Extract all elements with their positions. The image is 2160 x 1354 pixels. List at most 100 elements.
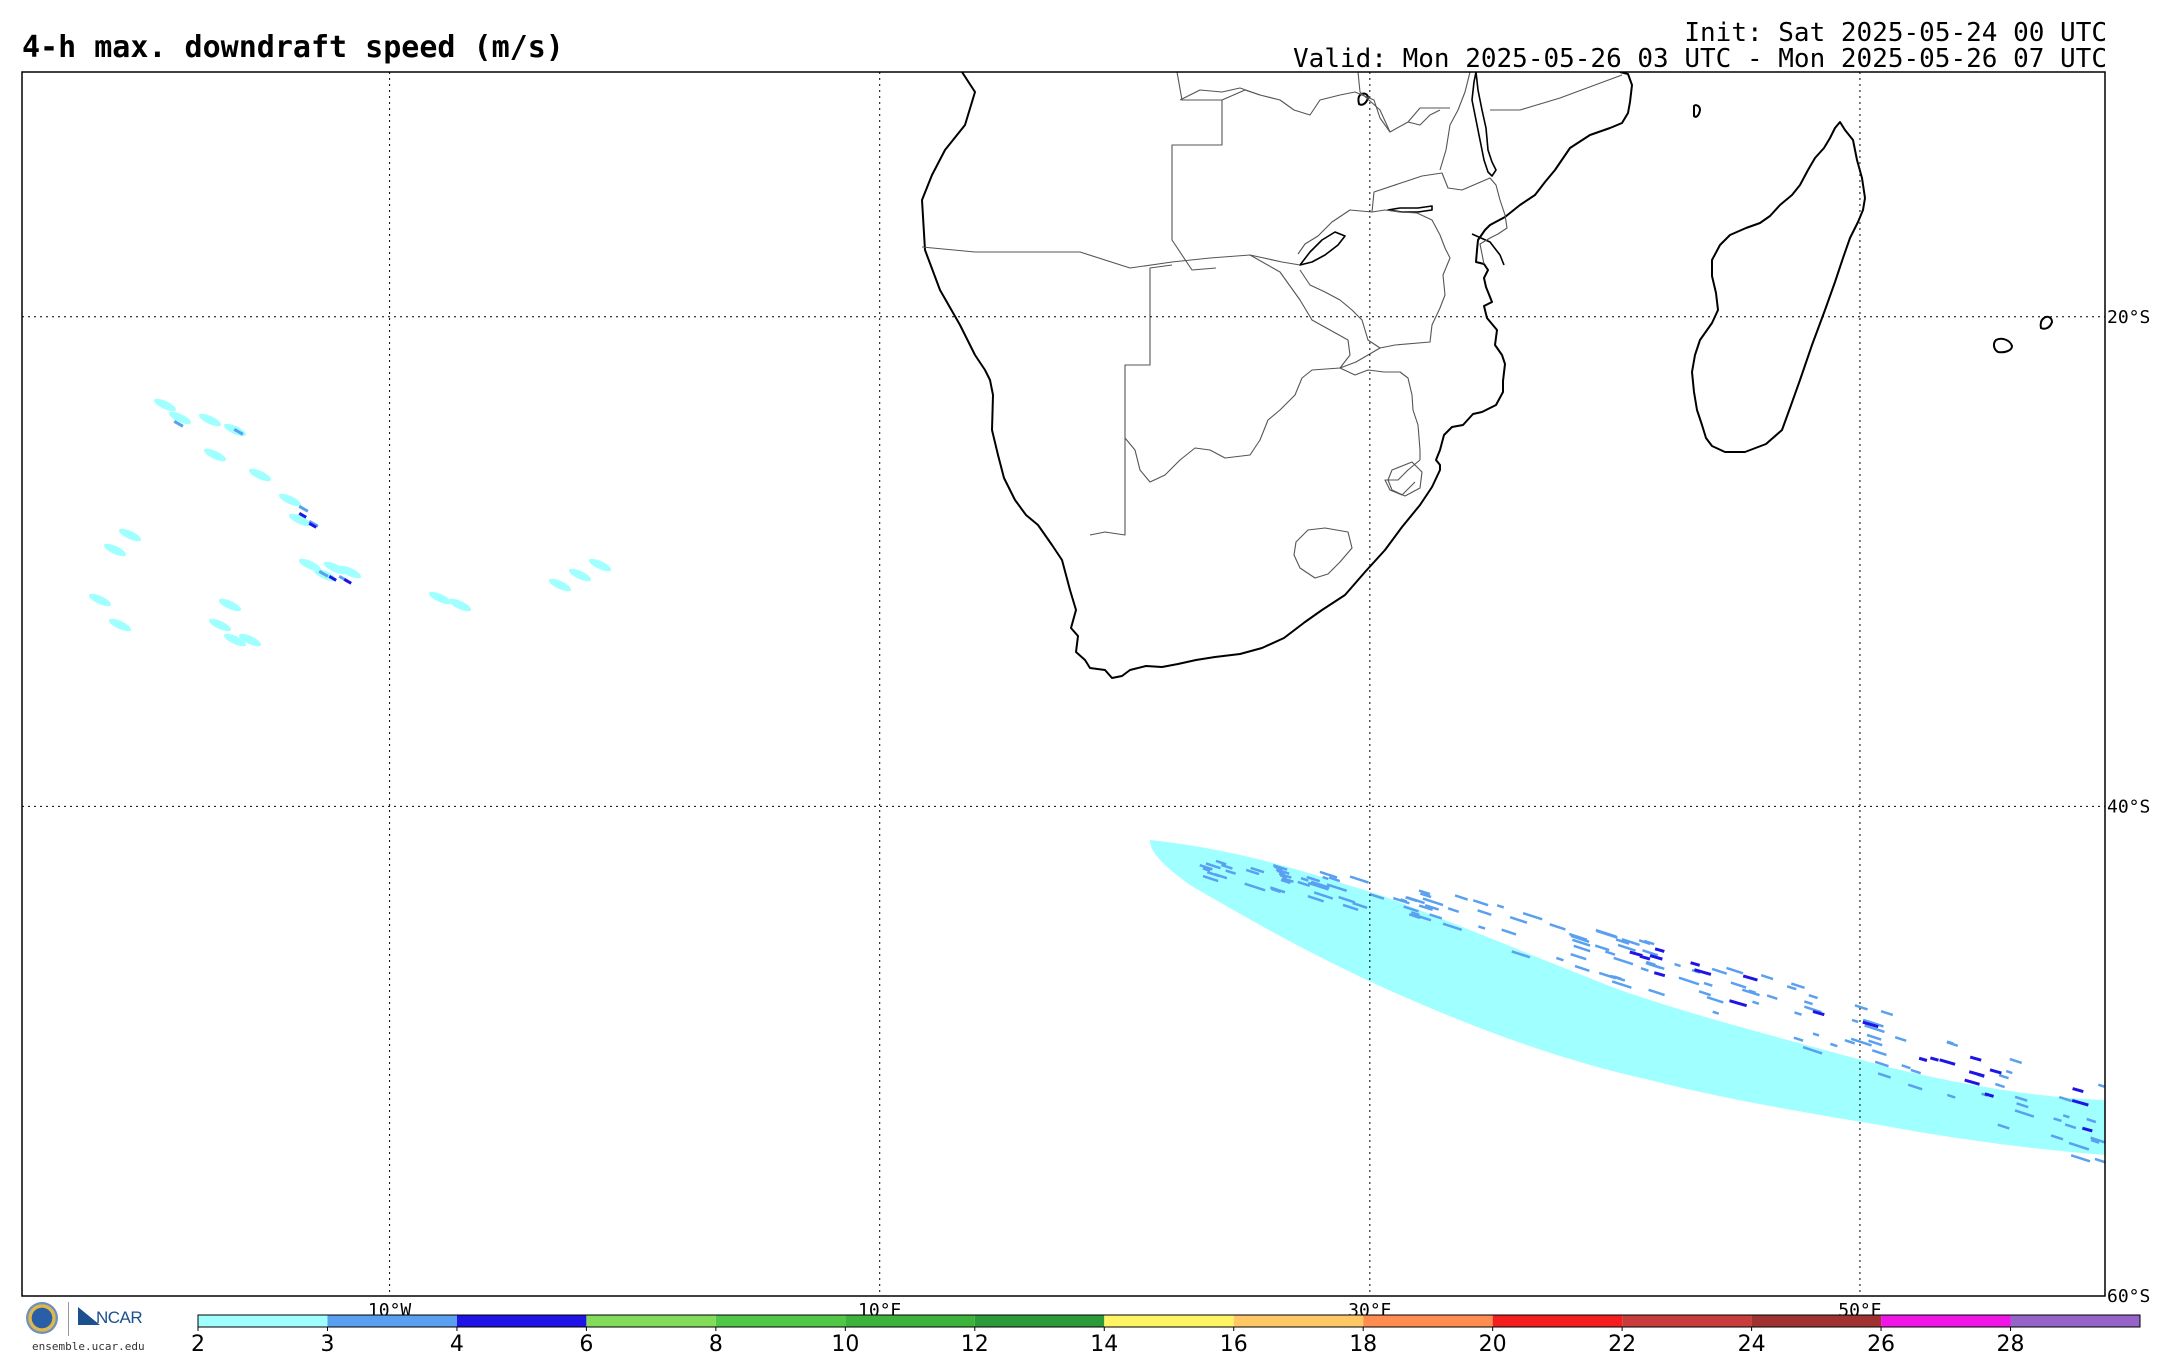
colorbar-segment — [2010, 1315, 2140, 1327]
streak — [1328, 876, 1341, 883]
colorbar-label: 28 — [1997, 1332, 2025, 1354]
cluster-blob — [203, 448, 227, 462]
streak — [1615, 938, 1630, 945]
latitude-labels: 20°S 40°S 60°S — [2107, 307, 2150, 1307]
streak — [1511, 950, 1531, 959]
streak — [1726, 966, 1744, 975]
streak — [1766, 994, 1778, 1000]
cluster-streak — [318, 570, 329, 578]
cluster-blob — [168, 411, 192, 425]
core — [1653, 971, 1666, 978]
streak — [1752, 1000, 1760, 1006]
core — [2072, 1087, 2084, 1094]
cluster-streak — [298, 505, 309, 513]
core — [1918, 1056, 1928, 1062]
colorbar-label: 2 — [191, 1332, 205, 1354]
core — [1969, 1055, 1982, 1062]
cluster-blob — [278, 493, 302, 507]
cluster-blob — [588, 558, 612, 572]
colorbar-label: 24 — [1738, 1332, 1766, 1354]
streak — [1442, 922, 1463, 932]
credit-url: ensemble.ucar.edu — [32, 1340, 145, 1353]
streak — [1621, 937, 1640, 947]
logo-area: NCAR ensemble.ucar.edu — [22, 1298, 162, 1354]
colorbar-segment — [1881, 1315, 2011, 1327]
colorbar-label: 14 — [1090, 1332, 1118, 1354]
streak — [1202, 867, 1211, 873]
colorbar-frame — [197, 1314, 2141, 1328]
streak — [1501, 928, 1517, 936]
streak — [1748, 989, 1757, 995]
core — [1629, 950, 1643, 958]
streak — [1760, 974, 1774, 981]
streak — [2094, 1157, 2105, 1166]
streak — [1802, 1046, 1823, 1055]
cluster-blob — [238, 633, 262, 647]
colorbar-label: 20 — [1479, 1332, 1507, 1354]
cluster-blob — [288, 513, 312, 527]
colorbar-segment — [198, 1315, 328, 1327]
streak — [1901, 1064, 1911, 1070]
streak — [2009, 1057, 2023, 1065]
streak — [1244, 882, 1266, 892]
streak — [1509, 916, 1528, 924]
streak — [1408, 913, 1420, 919]
streak — [2005, 1069, 2013, 1075]
eswatini-border — [1387, 461, 1423, 497]
streak — [1306, 875, 1321, 883]
ncar-logo-text: NCAR — [96, 1308, 143, 1327]
streak — [1730, 981, 1747, 989]
colorbar-label: 22 — [1608, 1332, 1636, 1354]
streak — [1877, 1072, 1892, 1079]
streak — [1946, 1093, 1956, 1099]
colorbar-label: 18 — [1349, 1332, 1377, 1354]
streak — [2014, 1095, 2028, 1102]
streak — [2090, 1138, 2100, 1144]
lake-kariba-outline — [1299, 231, 1346, 266]
streak — [2016, 1102, 2029, 1109]
core — [1862, 1020, 1879, 1029]
streak — [1874, 1060, 1889, 1068]
africa-coastline — [921, 72, 1633, 679]
colorbar-label: 8 — [709, 1332, 723, 1354]
cluster-blob — [153, 398, 177, 412]
streak — [1447, 907, 1460, 913]
streak — [1794, 1011, 1802, 1016]
colorbar-label: 6 — [579, 1332, 593, 1354]
cluster-core — [343, 578, 352, 585]
cluster-core — [298, 512, 307, 519]
cluster-blob — [223, 633, 247, 647]
streak — [1703, 981, 1713, 987]
streak — [1880, 1009, 1894, 1017]
streak — [1310, 880, 1330, 889]
streak — [1496, 904, 1505, 909]
streak — [1570, 934, 1590, 943]
streak — [1573, 944, 1591, 953]
cluster-core — [308, 522, 317, 529]
streak — [1454, 894, 1468, 901]
streak — [1646, 962, 1662, 970]
streak — [1313, 891, 1334, 900]
colorbar-label: 4 — [450, 1332, 464, 1354]
core — [1649, 954, 1663, 961]
core — [1693, 968, 1712, 976]
streak — [1997, 1123, 2010, 1130]
streak — [1319, 870, 1338, 879]
cluster-blob — [208, 618, 232, 632]
colorbar-label: 26 — [1867, 1332, 1895, 1354]
streak — [1400, 898, 1408, 903]
streak — [1595, 928, 1617, 938]
cluster-blob — [88, 593, 112, 607]
streak — [1555, 956, 1564, 962]
cluster-blob — [428, 591, 452, 605]
streak — [1712, 1010, 1720, 1015]
coastlines — [921, 72, 2053, 679]
streak — [1844, 1039, 1856, 1045]
streak — [1352, 901, 1368, 909]
streak — [1478, 925, 1486, 930]
gridlines — [22, 72, 2105, 1296]
core — [1989, 1068, 2002, 1075]
map-title: 4-h max. downdraft speed (m/s) — [22, 30, 564, 65]
run-info: Init: Sat 2025-05-24 00 UTC Valid: Mon 2… — [1293, 20, 2107, 72]
